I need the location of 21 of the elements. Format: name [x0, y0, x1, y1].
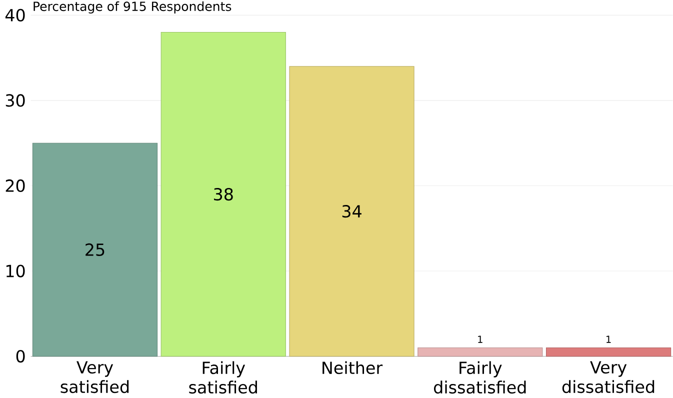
x-tick-label: Fairly dissatisfied	[434, 361, 526, 394]
bar	[160, 32, 286, 356]
y-tick-label: 20	[6, 179, 25, 192]
x-tick-label: Neither	[322, 361, 383, 374]
y-tick-label: 0	[16, 350, 25, 362]
data-label: 38	[214, 188, 233, 200]
y-tick-label: 10	[6, 264, 25, 278]
x-tick-label: Fairly satisfied	[189, 361, 257, 394]
y-tick-label: 30	[6, 94, 25, 107]
data-label: 25	[86, 243, 104, 256]
data-label: 1	[478, 336, 482, 343]
bar	[289, 66, 414, 356]
x-tick-label: Very dissatisfied	[562, 361, 654, 393]
data-label: 1	[606, 336, 611, 343]
bar	[546, 347, 672, 356]
bar	[418, 347, 543, 356]
y-axis-title: Percentage of 915 Respondents	[34, 1, 232, 14]
y-tick-label: 40	[5, 8, 25, 22]
bar	[32, 142, 158, 356]
x-tick-label: Very satisfied	[60, 361, 129, 393]
data-label: 34	[342, 204, 362, 218]
